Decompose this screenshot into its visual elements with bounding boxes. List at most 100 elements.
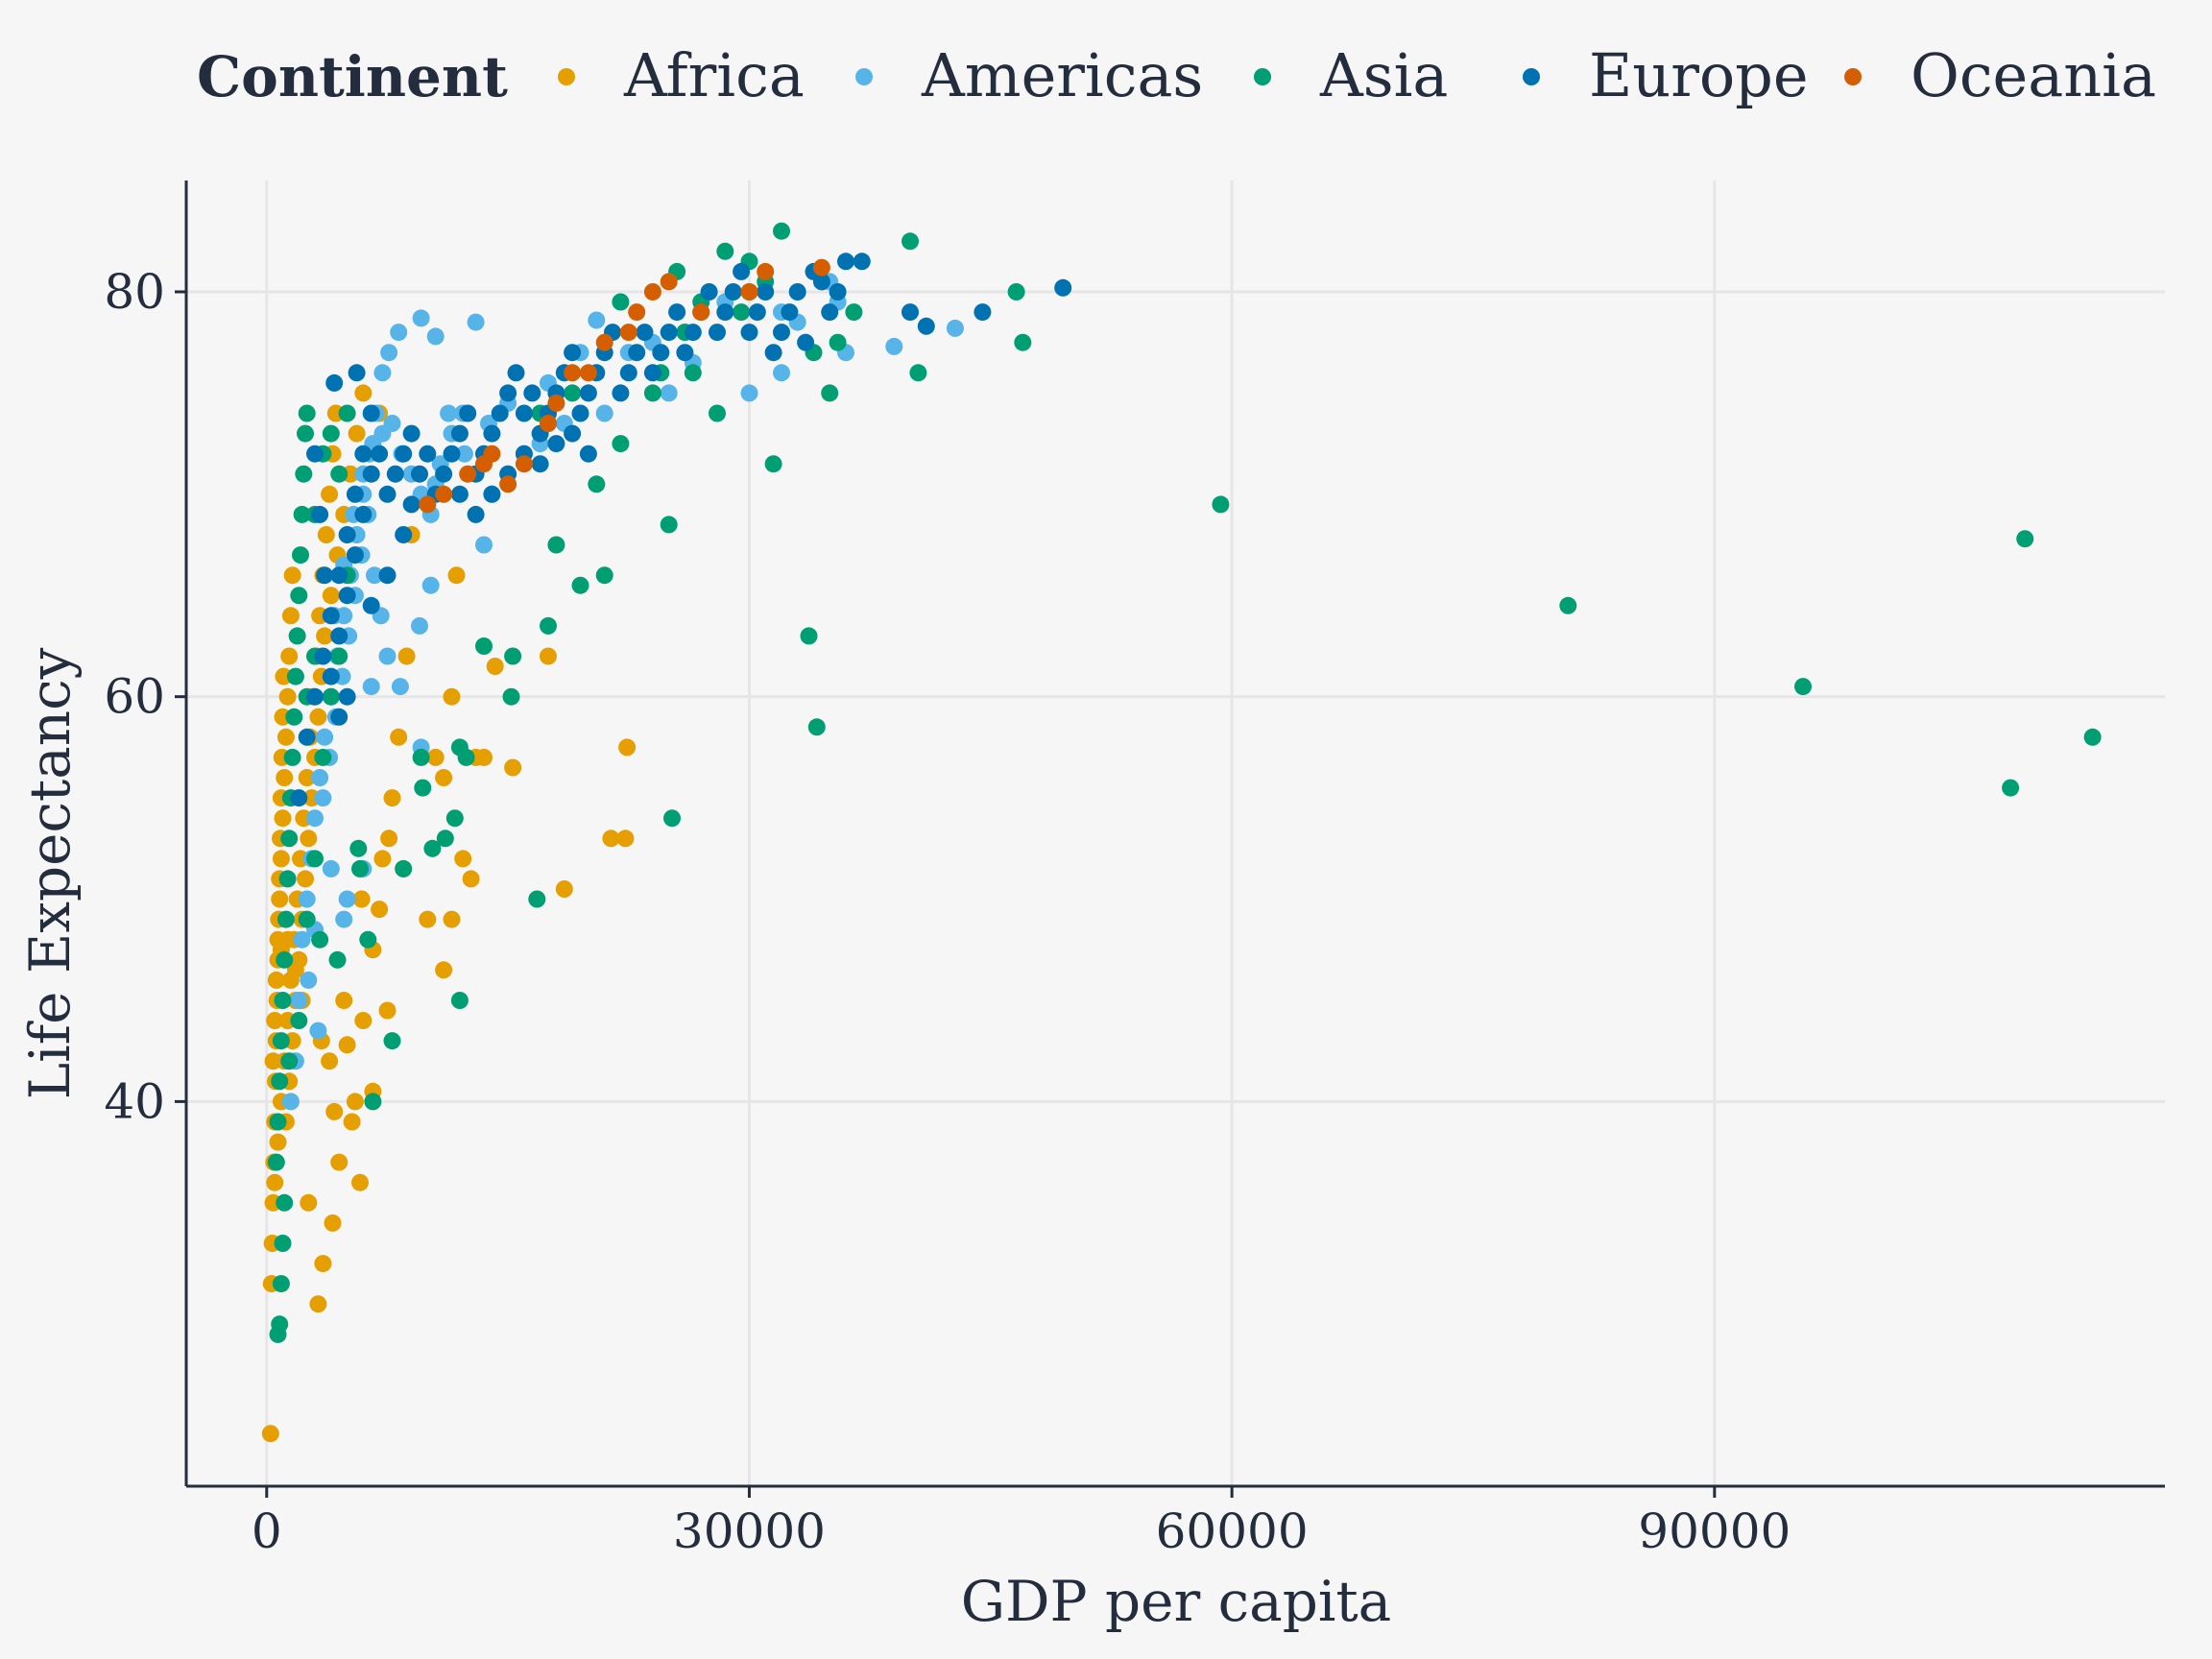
point-africa — [343, 1113, 361, 1131]
point-europe — [628, 344, 646, 362]
point-africa — [371, 901, 389, 919]
point-africa — [324, 1214, 342, 1232]
point-americas — [281, 1093, 300, 1111]
point-europe — [724, 283, 742, 301]
point-africa — [281, 607, 300, 625]
point-africa — [309, 1295, 327, 1313]
point-asia — [571, 576, 589, 594]
point-asia — [395, 859, 413, 878]
point-americas — [293, 930, 311, 949]
point-europe — [371, 445, 389, 463]
point-americas — [467, 313, 485, 331]
point-europe — [330, 566, 349, 585]
point-europe — [325, 373, 344, 392]
legend-key-europe — [1523, 68, 1540, 85]
legend-title: Continent — [197, 44, 508, 109]
point-europe — [709, 324, 726, 342]
point-africa — [443, 687, 461, 706]
point-africa — [321, 1052, 339, 1070]
point-asia — [663, 809, 681, 828]
point-europe — [837, 252, 854, 271]
point-oceania — [435, 485, 453, 503]
point-americas — [338, 890, 356, 908]
legend-label-europe: Europe — [1589, 40, 1809, 110]
legend-key-asia — [1254, 68, 1271, 85]
point-americas — [411, 616, 428, 635]
point-europe — [316, 566, 334, 585]
point-asia — [290, 1012, 308, 1029]
point-europe — [354, 445, 373, 463]
point-europe — [829, 283, 847, 301]
point-americas — [595, 404, 613, 422]
point-asia — [612, 293, 630, 311]
point-europe — [450, 485, 469, 503]
legend-label-africa: Africa — [623, 40, 805, 110]
point-asia — [276, 910, 295, 928]
point-europe — [660, 324, 678, 342]
point-asia — [902, 232, 919, 251]
point-africa — [267, 971, 285, 989]
point-africa — [325, 1102, 344, 1120]
point-asia — [272, 1275, 290, 1293]
point-asia — [290, 587, 308, 605]
y-axis-label: Life Expectancy — [17, 647, 83, 1099]
point-europe — [781, 303, 799, 322]
point-asia — [322, 687, 340, 706]
point-africa — [618, 738, 637, 757]
point-africa — [555, 880, 573, 898]
point-europe — [354, 505, 373, 523]
point-americas — [412, 309, 430, 327]
point-europe — [395, 526, 413, 543]
x-tick-label: 30000 — [673, 1503, 826, 1559]
point-africa — [380, 830, 398, 848]
point-americas — [421, 576, 440, 594]
point-americas — [322, 859, 340, 878]
point-oceania — [619, 324, 637, 342]
point-africa — [447, 566, 466, 585]
point-americas — [306, 809, 324, 828]
point-asia — [328, 950, 347, 969]
point-europe — [443, 445, 461, 463]
point-asia — [502, 687, 520, 706]
point-europe — [812, 273, 830, 291]
point-europe — [435, 465, 453, 483]
point-americas — [298, 890, 316, 908]
point-asia — [280, 1052, 299, 1070]
point-americas — [290, 992, 308, 1009]
point-europe — [330, 708, 349, 726]
point-africa — [352, 890, 371, 908]
point-asia — [271, 1072, 289, 1091]
point-africa — [504, 758, 522, 777]
point-europe — [788, 283, 806, 301]
point-asia — [1559, 596, 1577, 614]
point-oceania — [812, 258, 830, 276]
point-americas — [390, 324, 408, 342]
point-europe — [740, 324, 758, 342]
point-africa — [486, 658, 504, 675]
point-asia — [283, 748, 301, 766]
point-americas — [383, 415, 401, 432]
point-europe — [338, 526, 356, 543]
point-europe — [821, 303, 839, 322]
point-europe — [395, 445, 413, 463]
point-europe — [643, 364, 661, 382]
point-europe — [716, 303, 734, 322]
point-europe — [564, 424, 582, 443]
point-europe — [362, 465, 380, 483]
point-asia — [643, 384, 661, 402]
point-asia — [1007, 283, 1025, 301]
point-europe — [298, 728, 316, 746]
point-africa — [397, 647, 416, 665]
point-americas — [380, 344, 398, 362]
point-asia — [306, 850, 324, 868]
point-asia — [436, 830, 454, 848]
point-europe — [579, 445, 597, 463]
point-asia — [298, 404, 316, 422]
point-africa — [300, 1193, 318, 1212]
point-europe — [1054, 278, 1072, 297]
point-africa — [309, 708, 327, 726]
point-europe — [311, 505, 329, 523]
point-oceania — [515, 455, 533, 473]
point-europe — [459, 404, 477, 422]
